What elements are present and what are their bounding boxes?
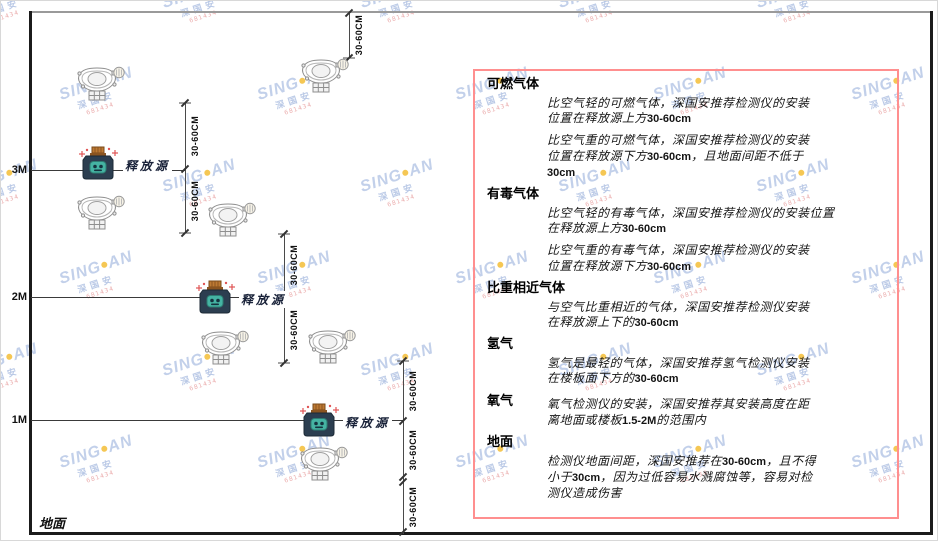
height-line-1m bbox=[31, 420, 403, 421]
section-paragraph: 比空气重的可燃气体，深国安推荐检测仪的安装 位置在释放源下方30-60cm，且地… bbox=[547, 133, 810, 179]
section-oxygen: 氧气 氧气检测仪的安装，深国安推荐其安装高度在距 离地面或楼板1.5-2M的范围… bbox=[487, 394, 889, 429]
right-wall-line bbox=[930, 11, 933, 535]
height-marker-1m: 1M bbox=[11, 414, 27, 426]
dim-label: 30-60CM bbox=[289, 309, 299, 351]
dim-label: 30-60CM bbox=[408, 486, 418, 528]
section-hydrogen: 氢气 氢气是最轻的气体，深国安推荐氢气检测仪安装 在楼板面下方的30-60cm bbox=[487, 337, 889, 387]
ground-label: 地面 bbox=[39, 517, 66, 532]
section-paragraph: 氧气检测仪的安装，深国安推荐其安装高度在距 离地面或楼板1.5-2M的范围内 bbox=[547, 397, 810, 427]
release-source-icon bbox=[299, 403, 340, 437]
section-paragraph: 氢气是最轻的气体，深国安推荐氢气检测仪安装 在楼板面下方的30-60cm bbox=[547, 356, 810, 386]
gas-detector-icon bbox=[77, 195, 125, 230]
section-paragraph: 检测仪地面间距，深国安推荐在30-60cm，且不得 小于30cm，因为过低容易水… bbox=[547, 453, 817, 501]
section-ground: 地面 检测仪地面间距，深国安推荐在30-60cm，且不得 小于30cm，因为过低… bbox=[487, 435, 889, 502]
installation-spec-panel: 可燃气体 比空气轻的可燃气体，深国安推荐检测仪的安装 位置在释放源上方30-60… bbox=[473, 69, 899, 519]
gas-detector-icon bbox=[300, 446, 348, 481]
section-paragraph: 与空气比重相近的气体，深国安推荐检测仪安装 在释放源上下的30-60cm bbox=[547, 299, 810, 330]
release-source-icon bbox=[195, 280, 236, 314]
height-marker-2m: 2M bbox=[11, 291, 27, 303]
section-title: 比重相近气体 bbox=[487, 280, 566, 296]
section-title: 氢气 bbox=[487, 337, 514, 353]
ceiling-line bbox=[29, 11, 933, 13]
gas-detector-icon bbox=[208, 202, 256, 237]
release-source-label: 释放源 bbox=[123, 157, 173, 174]
section-title: 地面 bbox=[487, 434, 514, 450]
dim-label: 30-60CM bbox=[408, 429, 418, 471]
release-source-label: 释放源 bbox=[239, 291, 289, 308]
section-title: 有毒气体 bbox=[487, 187, 540, 203]
section-similar-density-gas: 比重相近气体 与空气比重相近的气体，深国安推荐检测仪安装 在释放源上下的30-6… bbox=[487, 281, 889, 331]
dim-label: 30-60CM bbox=[289, 244, 299, 286]
dim-label: 30-60CM bbox=[354, 14, 364, 56]
ground-line bbox=[29, 532, 933, 535]
section-flammable-gas: 可燃气体 比空气轻的可燃气体，深国安推荐检测仪的安装 位置在释放源上方30-60… bbox=[487, 77, 889, 181]
gas-detector-icon bbox=[201, 330, 249, 365]
section-paragraph: 比空气重的有毒气体，深国安推荐检测仪的安装 位置在释放源下方30-60cm bbox=[547, 243, 810, 273]
section-title: 可燃气体 bbox=[487, 77, 540, 92]
dim-label: 30-60CM bbox=[408, 370, 418, 412]
height-marker-3m: 3M bbox=[11, 164, 27, 176]
left-wall-line bbox=[29, 11, 32, 535]
gas-detector-icon bbox=[77, 66, 125, 101]
release-source-icon bbox=[78, 146, 119, 180]
section-toxic-gas: 有毒气体 比空气轻的有毒气体，深国安推荐检测仪的安装位置 在释放源上方30-60… bbox=[487, 187, 889, 275]
section-paragraph: 比空气轻的有毒气体，深国安推荐检测仪的安装位置 在释放源上方30-60cm bbox=[547, 206, 835, 236]
release-source-label: 释放源 bbox=[343, 414, 393, 431]
height-line-2m bbox=[31, 297, 284, 298]
dim-label: 30-60CM bbox=[190, 180, 200, 222]
gas-detector-icon bbox=[301, 58, 349, 93]
gas-detector-icon bbox=[308, 329, 356, 364]
section-title: 氧气 bbox=[487, 393, 514, 409]
section-paragraph: 比空气轻的可燃气体，深国安推荐检测仪的安装 位置在释放源上方30-60cm bbox=[547, 96, 810, 126]
dim-label: 30-60CM bbox=[190, 115, 200, 157]
